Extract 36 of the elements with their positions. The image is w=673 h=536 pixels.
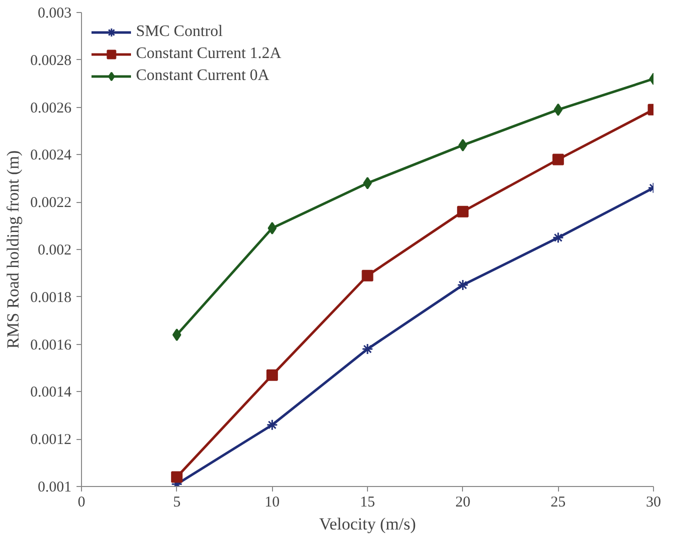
point — [362, 270, 374, 282]
y-tick-label: 0.002 — [38, 242, 72, 258]
y-axis-title: RMS Road holding front (m) — [3, 150, 22, 349]
legend-label: SMC Control — [136, 23, 223, 41]
point — [266, 419, 278, 431]
y-tick-label: 0.0028 — [30, 52, 72, 69]
point — [362, 343, 374, 355]
legend-label: Constant Current 1.2A — [136, 45, 282, 63]
y-tick-label: 0.0022 — [30, 195, 72, 212]
y-tick-label: 0.0012 — [30, 432, 72, 448]
x-tick-label: 0 — [78, 494, 86, 510]
y-tick-label: 0.0024 — [30, 148, 72, 164]
point — [554, 103, 563, 116]
x-tick-label: 30 — [646, 494, 661, 510]
y-tick-label: 0.003 — [38, 6, 72, 22]
y-tick-label: 0.0018 — [30, 290, 72, 306]
x-axis-title: Velocity (m/s) — [319, 514, 416, 534]
y-tick-label: 0.0014 — [30, 384, 72, 401]
point — [171, 471, 183, 483]
point — [172, 328, 182, 342]
x-tick-label: 15 — [360, 494, 375, 510]
point — [458, 138, 468, 152]
point — [457, 279, 469, 291]
x-tick-label: 20 — [455, 494, 470, 510]
x-tick-label: 5 — [173, 494, 181, 510]
point — [552, 154, 564, 166]
legend-label: Constant Current 0A — [136, 67, 270, 85]
point — [268, 222, 277, 234]
y-tick-label: 0.0016 — [30, 337, 72, 354]
y-tick-label: 0.001 — [38, 480, 72, 496]
x-tick-label: 10 — [264, 494, 280, 510]
point — [266, 369, 278, 381]
x-tick-label: 25 — [550, 494, 566, 510]
y-tick-label: 0.0026 — [30, 100, 72, 116]
point — [552, 232, 564, 244]
point — [457, 206, 469, 218]
